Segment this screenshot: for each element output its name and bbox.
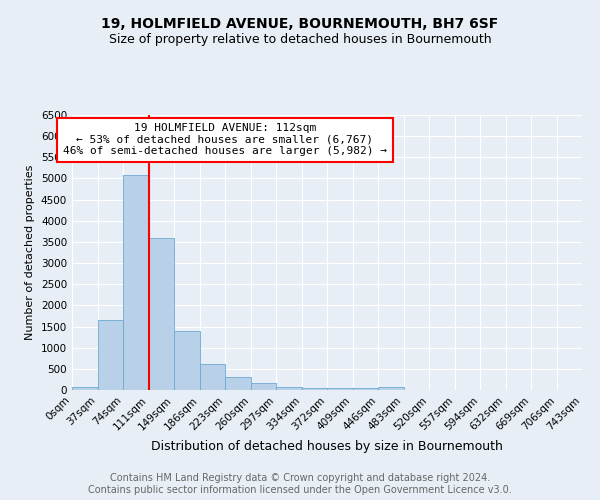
Text: Contains HM Land Registry data © Crown copyright and database right 2024.
Contai: Contains HM Land Registry data © Crown c… xyxy=(88,474,512,495)
Bar xyxy=(302,388,327,390)
Bar xyxy=(251,384,276,390)
Text: Size of property relative to detached houses in Bournemouth: Size of property relative to detached ho… xyxy=(109,32,491,46)
Text: 19 HOLMFIELD AVENUE: 112sqm
← 53% of detached houses are smaller (6,767)
46% of : 19 HOLMFIELD AVENUE: 112sqm ← 53% of det… xyxy=(63,123,387,156)
Bar xyxy=(353,388,378,390)
X-axis label: Distribution of detached houses by size in Bournemouth: Distribution of detached houses by size … xyxy=(151,440,503,453)
Bar xyxy=(123,175,149,390)
Bar xyxy=(327,388,353,390)
Text: 19, HOLMFIELD AVENUE, BOURNEMOUTH, BH7 6SF: 19, HOLMFIELD AVENUE, BOURNEMOUTH, BH7 6… xyxy=(101,18,499,32)
Bar xyxy=(72,387,97,390)
Bar xyxy=(97,320,123,390)
Bar xyxy=(225,378,251,390)
Bar xyxy=(378,387,404,390)
Y-axis label: Number of detached properties: Number of detached properties xyxy=(25,165,35,340)
Bar xyxy=(149,238,174,390)
Bar xyxy=(276,386,302,390)
Bar xyxy=(174,331,199,390)
Bar xyxy=(199,364,225,390)
